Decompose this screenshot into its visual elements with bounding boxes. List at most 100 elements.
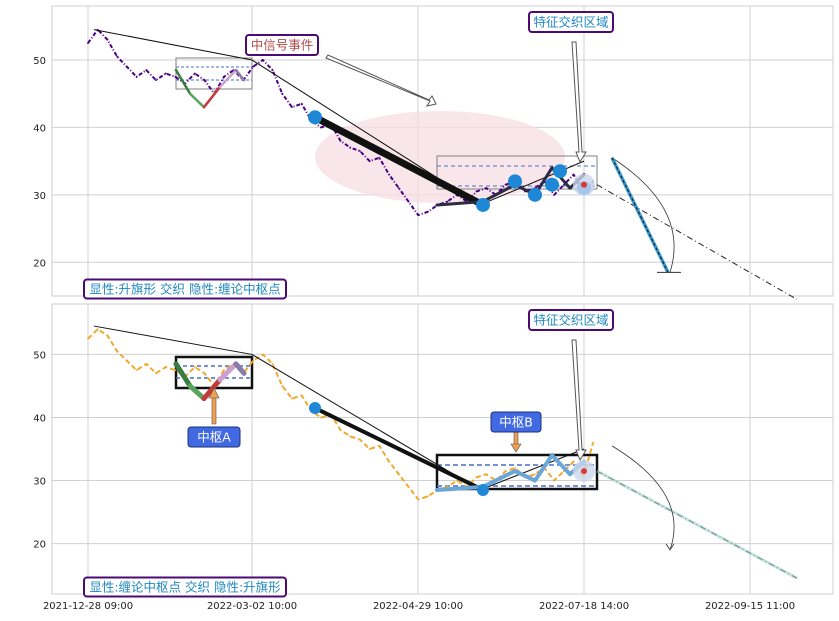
trend-line <box>251 354 481 491</box>
price-point <box>155 79 157 82</box>
price-point <box>378 444 381 447</box>
zhongshu-b-label-text: 中枢B <box>499 415 533 430</box>
price-point <box>320 416 322 419</box>
price-point <box>504 183 507 186</box>
signal-dot <box>308 110 322 125</box>
price-point <box>125 65 128 68</box>
signal-dot <box>476 197 490 212</box>
price-point <box>417 214 420 216</box>
zhongshu-a-label-text: 中枢A <box>197 430 231 445</box>
breakdown-dash <box>611 157 669 273</box>
price-point <box>368 448 371 450</box>
price-point <box>397 473 400 476</box>
signal-arrow <box>325 54 437 107</box>
flag-segment <box>233 361 247 376</box>
interweave-segment <box>435 484 485 492</box>
zhongshu-b-label-box <box>490 411 542 433</box>
price-point <box>261 353 264 356</box>
price-point <box>592 441 594 444</box>
price-point <box>261 59 264 61</box>
projection-arc <box>611 157 675 273</box>
y-tick-label: 20 <box>33 540 46 551</box>
signal-dot <box>309 402 321 415</box>
price-point <box>174 75 177 78</box>
price-point <box>397 187 400 189</box>
price-point <box>446 200 449 203</box>
feature-arrow <box>571 41 587 164</box>
flag-segment <box>201 377 223 402</box>
price-point <box>203 79 206 82</box>
y-tick-label: 40 <box>33 123 46 134</box>
price-point <box>572 173 575 176</box>
trend-line <box>93 29 253 61</box>
price-point <box>223 75 225 78</box>
price-point <box>106 334 109 337</box>
price-point <box>572 460 575 463</box>
price-point <box>388 173 390 176</box>
main-stroke <box>311 113 487 209</box>
price-point <box>174 369 177 372</box>
flag-segment <box>234 68 246 82</box>
signal-event-label-box <box>245 34 319 56</box>
price-point <box>349 435 352 438</box>
price-point <box>533 473 536 476</box>
signal-dot <box>545 177 559 192</box>
zhongshu-a-pointer-head <box>208 387 220 399</box>
price-point <box>116 55 119 58</box>
price-point <box>252 359 255 362</box>
zhongshu-a-label-box <box>187 426 241 448</box>
interweave-segment <box>513 469 537 483</box>
price-point <box>271 362 274 365</box>
zhongshu-b-pointer-head <box>510 443 522 453</box>
price-point <box>106 38 109 41</box>
price-point <box>320 126 322 129</box>
panel-caption-text: 显性:升旗形 交织 隐性:缠论中枢点 <box>89 282 280 297</box>
flag-box <box>175 57 253 90</box>
y-tick-label: 30 <box>33 477 46 488</box>
trend-line <box>479 448 585 491</box>
price-point <box>193 366 196 368</box>
panel-caption-text: 显性:缠论中枢点 交织 隐性:升旗形 <box>89 580 281 595</box>
price-point <box>145 362 148 365</box>
interweave-segment <box>533 453 554 483</box>
price-point <box>407 485 410 488</box>
price-point <box>164 72 167 75</box>
price-point <box>359 438 361 441</box>
price-point <box>563 183 565 186</box>
x-tick-label: 2022-09-15 11:00 <box>705 601 795 612</box>
price-point <box>145 69 148 71</box>
flag-segment <box>217 361 239 383</box>
projection-line-shadow <box>596 469 798 580</box>
y-tick-label: 20 <box>33 258 46 269</box>
price-point <box>300 394 303 397</box>
price-point <box>223 369 225 372</box>
feature-zone-label-text: 特征交织区域 <box>533 15 608 30</box>
x-tick-label: 2022-04-29 10:00 <box>373 601 463 612</box>
price-point <box>514 467 517 469</box>
price-point <box>135 369 138 372</box>
price-point <box>427 495 429 498</box>
feature-zone-label-box <box>528 11 614 33</box>
price-point <box>368 160 371 163</box>
price-point <box>116 350 119 353</box>
price-point <box>378 156 381 159</box>
price-point <box>427 210 429 213</box>
feature-point <box>581 181 587 188</box>
flag-segment <box>188 92 206 109</box>
price-point <box>203 372 206 375</box>
y-tick-label: 30 <box>33 191 46 202</box>
price-point <box>281 385 284 387</box>
plot-area <box>51 303 834 595</box>
y-tick-label: 50 <box>33 350 46 361</box>
price-point <box>271 69 274 71</box>
price-point <box>193 72 196 75</box>
interweave-ellipse <box>315 111 565 203</box>
price-point <box>281 92 284 95</box>
price-point <box>339 429 342 431</box>
flag-segment <box>174 68 192 95</box>
price-point <box>96 328 99 331</box>
price-point <box>155 372 157 375</box>
